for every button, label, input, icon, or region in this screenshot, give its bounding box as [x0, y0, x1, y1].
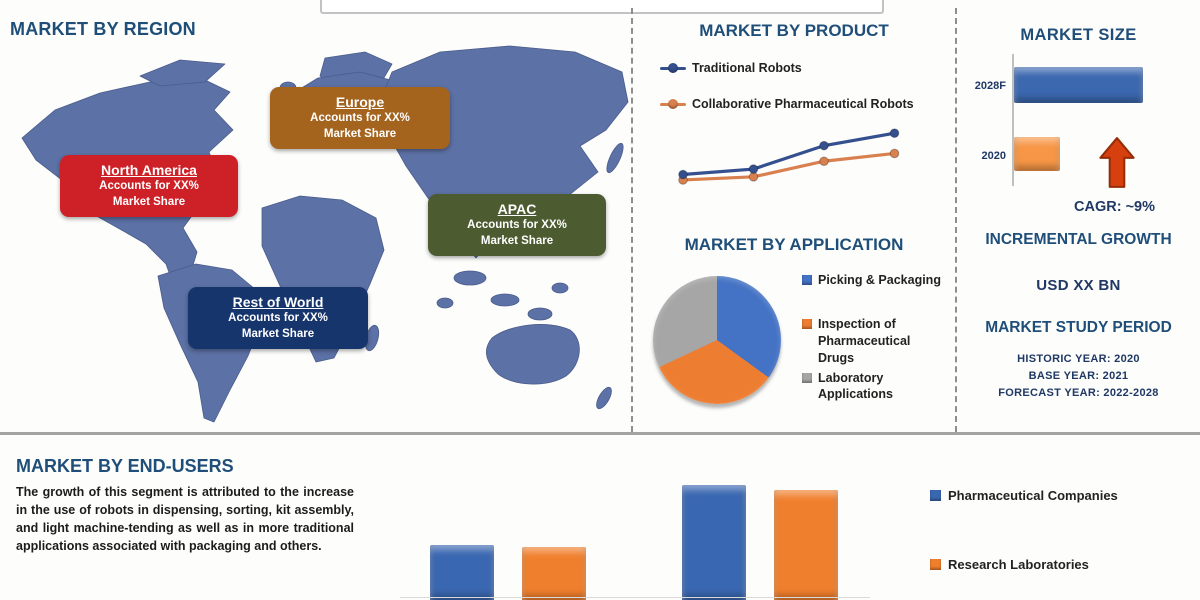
legend-item-pharmaceutical-companies: Pharmaceutical Companies [930, 488, 1118, 503]
forecast-year-line: FORECAST YEAR: 2022-2028 [998, 387, 1159, 399]
region-share-line1: Accounts for XX% [228, 312, 328, 325]
application-pie-chart [653, 276, 781, 404]
legend-item-laboratory: Laboratory Applications [802, 370, 954, 404]
end-users-section-title: MARKET BY END-USERS [16, 456, 234, 476]
bar-label-2028f: 2028F [974, 80, 1006, 92]
base-year-line: BASE YEAR: 2021 [1028, 370, 1129, 382]
data-point-marker [748, 164, 759, 174]
data-point-marker [819, 156, 829, 167]
region-name: Rest of World [232, 294, 324, 310]
region-share-line2: Market Share [323, 127, 397, 140]
legend-label: Collaborative Pharmaceutical Robots [692, 97, 914, 111]
region-name: Europe [335, 94, 385, 110]
historic-year-line: HISTORIC YEAR: 2020 [1017, 353, 1140, 365]
bar-2028f [1014, 67, 1143, 103]
region-share-line1: Accounts for XX% [99, 180, 199, 193]
legend-label: Laboratory Applications [818, 370, 894, 402]
region-share-line2: Market Share [480, 234, 554, 247]
legend-label: Traditional Robots [692, 61, 802, 75]
top-note-box [320, 0, 884, 14]
end-users-bar-chart [400, 470, 870, 600]
market-study-period-title: MARKET STUDY PERIOD [985, 319, 1172, 336]
incremental-growth-value: USD XX BN [1036, 277, 1121, 294]
region-share-line1: Accounts for XX% [467, 219, 567, 232]
region-share-line2: Market Share [112, 195, 186, 208]
legend-label: Research Laboratories [948, 557, 1089, 572]
line-series [681, 131, 897, 177]
region-label-apac: APAC Accounts for XX% Market Share [428, 194, 606, 257]
legend-label: Pharmaceutical Companies [948, 488, 1118, 503]
dot-marker-icon [668, 63, 678, 73]
legend-item-picking-packaging: Picking & Packaging [802, 272, 954, 289]
bar-research-laboratories [522, 547, 586, 600]
square-marker-icon [802, 372, 812, 383]
line-marker-icon [660, 63, 686, 73]
product-legend: Traditional Robots Collaborative Pharmac… [660, 56, 914, 128]
application-section-title: MARKET BY APPLICATION [684, 235, 904, 254]
data-point-marker [678, 169, 688, 180]
legend-item-collaborative-robots: Collaborative Pharmaceutical Robots [660, 92, 914, 116]
data-point-marker [889, 128, 900, 138]
bar-2020 [1014, 137, 1060, 171]
data-point-marker [889, 148, 900, 159]
product-section-title: MARKET BY PRODUCT [699, 21, 889, 40]
line-marker-icon [660, 99, 686, 109]
bar-pharmaceutical-companies [430, 545, 494, 600]
incremental-growth-title: INCREMENTAL GROWTH [985, 231, 1172, 248]
market-size-axis [1012, 54, 1014, 186]
divider-horizontal [0, 432, 1200, 435]
region-section-title: MARKET BY REGION [10, 19, 196, 39]
region-label-rest-of-world: Rest of World Accounts for XX% Market Sh… [188, 287, 368, 350]
divider-vertical-right [955, 8, 957, 432]
bar-label-2020: 2020 [981, 150, 1006, 162]
application-legend: Picking & Packaging Inspection of Pharma… [802, 272, 954, 403]
market-study-period-lines: HISTORIC YEAR: 2020 BASE YEAR: 2021 FORE… [957, 351, 1200, 402]
end-users-axis [400, 597, 870, 598]
region-share-line2: Market Share [241, 327, 315, 340]
region-label-europe: Europe Accounts for XX% Market Share [270, 87, 450, 150]
legend-label: Inspection of Pharmaceutical Drugs [818, 316, 911, 365]
region-label-north-america: North America Accounts for XX% Market Sh… [60, 155, 238, 218]
legend-item-inspection: Inspection of Pharmaceutical Drugs [802, 316, 954, 367]
region-name: North America [101, 162, 197, 178]
region-name: APAC [497, 201, 537, 217]
legend-label: Picking & Packaging [818, 273, 941, 287]
line-series [681, 151, 897, 182]
legend-item-traditional-robots: Traditional Robots [660, 56, 914, 80]
end-users-legend: Pharmaceutical Companies Research Labora… [930, 488, 1118, 600]
cagr-value: CAGR: ~9% [1074, 199, 1155, 215]
square-marker-icon [930, 559, 941, 570]
bar-research-laboratories [774, 490, 838, 600]
square-marker-icon [802, 275, 812, 285]
bar-pharmaceutical-companies [682, 485, 746, 600]
data-point-marker [819, 140, 829, 151]
divider-vertical-left [631, 8, 633, 432]
end-users-description: The growth of this segment is attributed… [16, 485, 354, 553]
market-size-title: MARKET SIZE [1020, 26, 1137, 44]
legend-item-research-laboratories: Research Laboratories [930, 557, 1118, 572]
square-marker-icon [930, 490, 941, 501]
square-marker-icon [802, 318, 812, 329]
region-share-line1: Accounts for XX% [310, 112, 410, 125]
product-line-chart [678, 128, 900, 185]
dot-marker-icon [668, 99, 678, 109]
growth-arrow-icon [1099, 137, 1135, 188]
